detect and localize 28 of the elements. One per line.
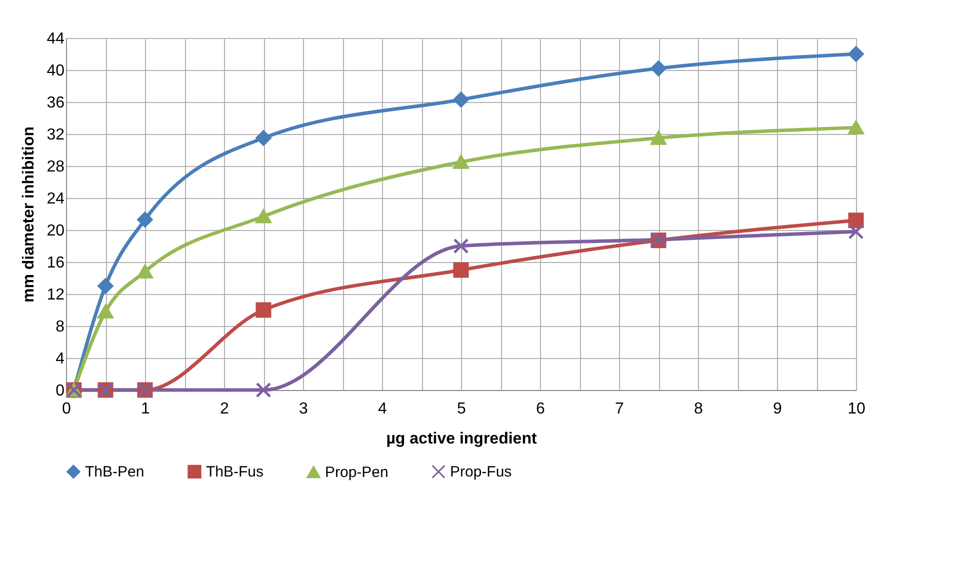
legend-label: Prop-Pen <box>325 464 388 482</box>
x-axis-title: µg active ingredient <box>386 430 538 448</box>
y-tick-label: 44 <box>46 30 65 48</box>
y-axis-title: mm diameter inhibition <box>20 126 38 303</box>
y-tick-label: 8 <box>56 318 65 336</box>
y-tick-label: 16 <box>46 254 65 272</box>
legend-label: ThB-Pen <box>85 464 144 481</box>
y-tick-label: 12 <box>46 286 65 304</box>
legend-label: ThB-Fus <box>206 464 264 481</box>
y-tick-label: 0 <box>56 382 65 400</box>
y-tick-label: 28 <box>46 158 65 176</box>
x-tick-label: 7 <box>615 400 624 418</box>
y-tick-label: 40 <box>46 62 65 80</box>
y-tick-label: 20 <box>46 222 65 240</box>
x-tick-label: 9 <box>773 400 782 418</box>
x-tick-label: 4 <box>378 400 388 418</box>
y-tick-label: 36 <box>46 94 65 112</box>
x-tick-label: 8 <box>694 400 704 418</box>
x-tick-label: 10 <box>848 400 866 418</box>
y-tick-label: 24 <box>46 190 65 208</box>
x-tick-label: 5 <box>457 400 466 418</box>
y-tick-label: 32 <box>46 126 65 144</box>
legend-label: Prop-Fus <box>450 464 512 481</box>
x-tick-label: 1 <box>141 400 150 418</box>
y-tick-label: 4 <box>56 350 65 368</box>
x-tick-label: 3 <box>299 400 308 418</box>
x-tick-label: 6 <box>536 400 546 418</box>
x-tick-label: 2 <box>220 400 230 418</box>
